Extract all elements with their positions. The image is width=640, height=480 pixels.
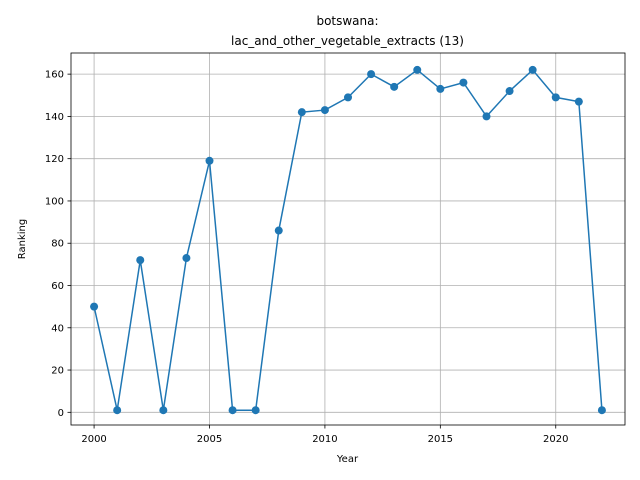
data-point [228,406,237,415]
chart-title-line-1: botswana: [316,14,378,28]
data-point [113,406,122,415]
data-point [436,84,445,93]
data-point [551,93,560,102]
y-tick-label: 80 [51,239,64,250]
data-point [320,106,329,115]
y-tick-label: 120 [45,154,64,165]
data-point [505,87,514,96]
y-tick-label: 60 [51,281,64,292]
data-point [574,97,583,106]
data-point [344,93,352,102]
x-tick-label: 2010 [312,434,337,445]
plot-frame [70,52,626,426]
series-line [90,65,606,415]
y-tick-label: 160 [45,70,64,81]
data-point [274,226,283,235]
data-point [182,254,191,263]
data-point [159,406,168,415]
axis-ticks: 2000 2005 2010 2015 2020 0 20 40 60 80 100 120 140 16… [45,70,569,445]
x-tick-label: 2000 [81,434,106,445]
chart-title-line-2: lac_and_other_vegetable_extracts (13) [231,34,464,48]
x-tick-label: 2015 [428,434,453,445]
y-tick-label: 40 [51,323,64,334]
x-tick-label: 2005 [197,434,222,445]
data-point [528,65,537,74]
x-tick-label: 2020 [543,434,568,445]
data-point [90,302,99,311]
y-tick-label: 0 [58,408,64,419]
y-tick-label: 100 [45,196,64,207]
data-point [297,108,306,117]
data-point [459,78,468,87]
data-point [482,112,491,121]
data-point [367,70,376,79]
data-point [205,156,214,165]
x-axis-label: Year [336,454,359,465]
series-polyline [93,68,603,411]
data-point [136,256,145,265]
data-point [413,65,422,74]
y-tick-label: 140 [45,112,64,123]
y-tick-label: 20 [51,366,64,377]
data-point [597,406,606,415]
grid [71,53,625,425]
y-axis-label: Ranking [17,219,28,259]
data-point [251,406,260,415]
data-point [390,82,399,91]
